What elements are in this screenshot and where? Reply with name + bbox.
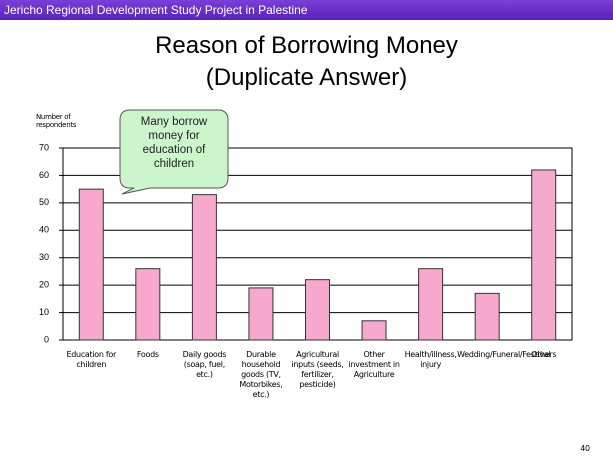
bar [361,320,387,341]
bar [305,279,330,341]
bar [191,194,217,341]
x-tick-label: Durable household goods (TV, Motorbikes,… [239,350,283,399]
bar [135,268,161,341]
bar [248,287,274,341]
y-tick-label: 10 [39,307,49,317]
bar [474,292,500,341]
chart-title: Reason of Borrowing Money [155,32,458,59]
y-tick-label: 50 [39,197,49,207]
header: Jericho Regional Development Study Proje… [0,0,613,20]
x-tick-label: Health/illness, injury [404,350,457,369]
y-tick-label: 70 [39,142,49,152]
y-tick-label: 30 [39,252,49,262]
x-tick-label: Others [531,350,557,359]
annotation: Many borrow money for education of child… [140,116,208,170]
bar [418,268,444,341]
bar [531,169,557,341]
bar [78,188,104,341]
y-tick-label: 0 [44,334,49,344]
x-tick-label: Education for children [66,350,117,369]
chart-subtitle: (Duplicate Answer) [205,64,408,91]
x-tick-label: Wedding/Funeral/Festival [457,350,551,359]
callout [119,109,229,195]
x-tick-label: Daily goods (soap, fuel, etc.) [182,350,227,379]
x-tick-label: Foods [136,350,159,359]
y-axis-label: Number of respondents [36,113,77,129]
x-tick-label: Agricultural inputs (seeds, fertilizer, … [291,350,344,389]
y-tick-label: 40 [39,225,49,235]
x-tick-label: Other investment in Agriculture [348,350,400,379]
y-tick-label: 20 [39,280,49,290]
y-tick-label: 60 [39,170,49,180]
page-number: 40 [580,444,590,453]
